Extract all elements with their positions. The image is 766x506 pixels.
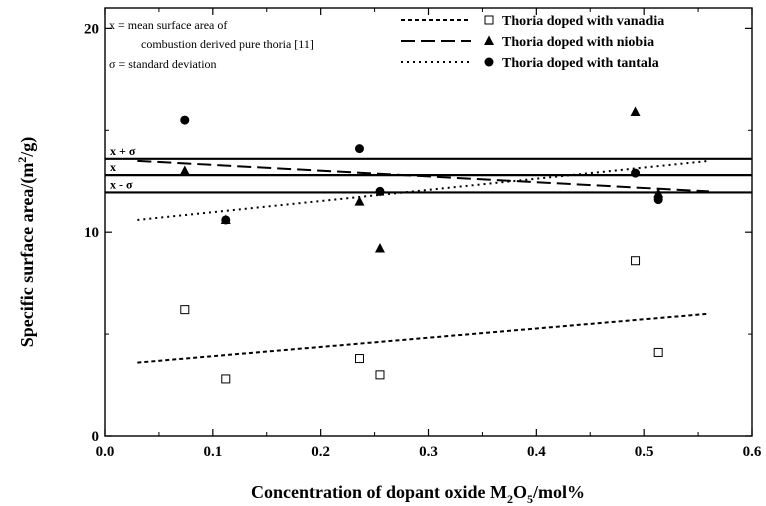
point-vanadia: [631, 256, 641, 266]
legend-label-tantala: Thoria doped with tantala: [502, 56, 659, 71]
y-axis-title: Specific surface area/(m2/g): [15, 137, 38, 348]
point-tantala: [653, 195, 663, 205]
legend-marker-tantala: [484, 57, 494, 67]
y-tick-label: 20: [84, 21, 99, 37]
fit-line-vanadia: [137, 312, 709, 364]
ref-line-plus-sigma-label: x + σ: [110, 144, 136, 158]
ref-line-minus-sigma-label: x - σ: [110, 177, 133, 191]
x-tick-label: 0.3: [419, 444, 438, 460]
note-mean-source: combustion derived pure thoria [11]: [141, 37, 314, 51]
x-tick-label: 0.1: [203, 444, 222, 460]
point-tantala: [221, 215, 231, 225]
legend-label-niobia: Thoria doped with niobia: [502, 35, 654, 50]
point-niobia: [630, 106, 641, 116]
x-tick-label: 0.2: [311, 444, 330, 460]
ref-line-mean-label: x: [110, 160, 116, 174]
point-vanadia: [354, 354, 364, 364]
x-axis-title: Concentration of dopant oxide M2O5/mol%: [251, 482, 585, 506]
note-mean-definition: x = mean surface area of: [109, 18, 227, 32]
point-vanadia: [375, 370, 385, 380]
legend: Thoria doped with vanadia Thoria doped wi…: [401, 14, 664, 71]
point-tantala: [631, 168, 641, 178]
fit-line-tantala: [137, 159, 709, 221]
y-tick-label: 0: [92, 429, 100, 445]
legend-marker-vanadia: [484, 15, 494, 25]
point-niobia: [179, 165, 190, 176]
point-tantala: [354, 144, 364, 154]
plot-frame: [104, 7, 753, 437]
annotation-notes: x = mean surface area of combustion deri…: [109, 18, 314, 71]
legend-marker-niobia: [484, 35, 494, 45]
point-niobia: [374, 242, 385, 253]
x-tick-label: 0.6: [743, 444, 762, 460]
point-vanadia: [180, 305, 190, 315]
plot-area: 0.0 0.1 0.2 0.3 0.4 0.5 0.6 0 10 20 x + σ x x - σ: [84, 7, 762, 460]
x-tick-label: 0.0: [96, 444, 115, 460]
point-tantala: [375, 186, 385, 196]
note-sigma-definition: σ = standard deviation: [109, 57, 217, 71]
x-tick-label: 0.5: [635, 444, 654, 460]
point-niobia: [354, 196, 365, 206]
fit-line-niobia: [137, 159, 709, 193]
point-tantala: [180, 115, 190, 125]
point-niobia: [653, 187, 664, 198]
y-tick-label: 10: [84, 225, 99, 241]
x-tick-label: 0.4: [527, 444, 546, 460]
point-vanadia: [653, 347, 663, 357]
point-vanadia: [221, 374, 231, 384]
legend-label-vanadia: Thoria doped with vanadia: [502, 14, 664, 29]
